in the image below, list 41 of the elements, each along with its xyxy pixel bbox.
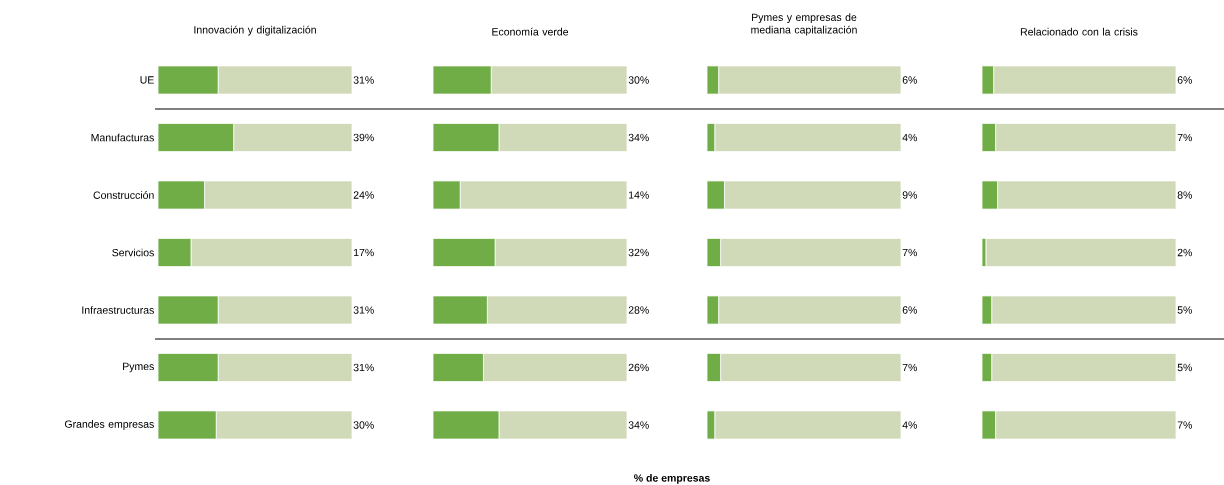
bar <box>985 238 1177 267</box>
y-tick-label: Pymes <box>123 362 154 373</box>
y-tick-label: Grandes empresas <box>64 420 154 430</box>
data-label: 7% <box>1177 133 1193 142</box>
data-label: 7% <box>1177 421 1193 429</box>
y-tick-label: Servicios <box>112 248 154 257</box>
data-label: 5% <box>1177 363 1193 372</box>
y-tick-label: UE <box>140 76 154 84</box>
data-label: 14% <box>629 191 649 199</box>
text: % de empresas <box>634 474 710 484</box>
y-tick-label: Construcción <box>93 191 154 199</box>
data-label: 31% <box>353 363 374 372</box>
data-label: 8% <box>1177 191 1193 199</box>
data-label: 30% <box>628 76 649 84</box>
y-tick-label: Infraestructuras <box>82 306 154 314</box>
data-label: 32% <box>628 248 649 257</box>
data-label: 31% <box>353 306 374 314</box>
y-tick-label: Manufacturas <box>91 133 154 142</box>
chart-title: Pymes y empresas de mediana capitalización <box>751 13 857 36</box>
data-label: 6% <box>902 76 918 84</box>
data-label: 7% <box>902 248 918 257</box>
data-label: 4% <box>902 421 918 429</box>
data-label: 2% <box>1177 248 1193 257</box>
data-label: 6% <box>1177 76 1193 84</box>
data-label: 5% <box>1177 306 1193 314</box>
chart-title: Innovación y digitalización <box>194 25 316 36</box>
data-label: 30% <box>353 421 374 429</box>
data-label: 4% <box>902 133 918 142</box>
data-label: 26% <box>628 363 649 372</box>
data-label: 34% <box>628 133 649 142</box>
data-label: 6% <box>902 306 918 314</box>
data-label: 31% <box>353 76 374 84</box>
chart-title: Relacionado con la crisis <box>1020 27 1138 36</box>
data-label: 24% <box>353 191 374 199</box>
data-label: 28% <box>628 306 649 314</box>
data-label: 39% <box>353 133 374 142</box>
data-label: 17% <box>354 248 374 257</box>
data-label: 7% <box>902 363 918 372</box>
data-label: 9% <box>902 191 918 199</box>
chart-title: Economía verde <box>492 27 569 36</box>
data-label: 34% <box>628 421 649 429</box>
